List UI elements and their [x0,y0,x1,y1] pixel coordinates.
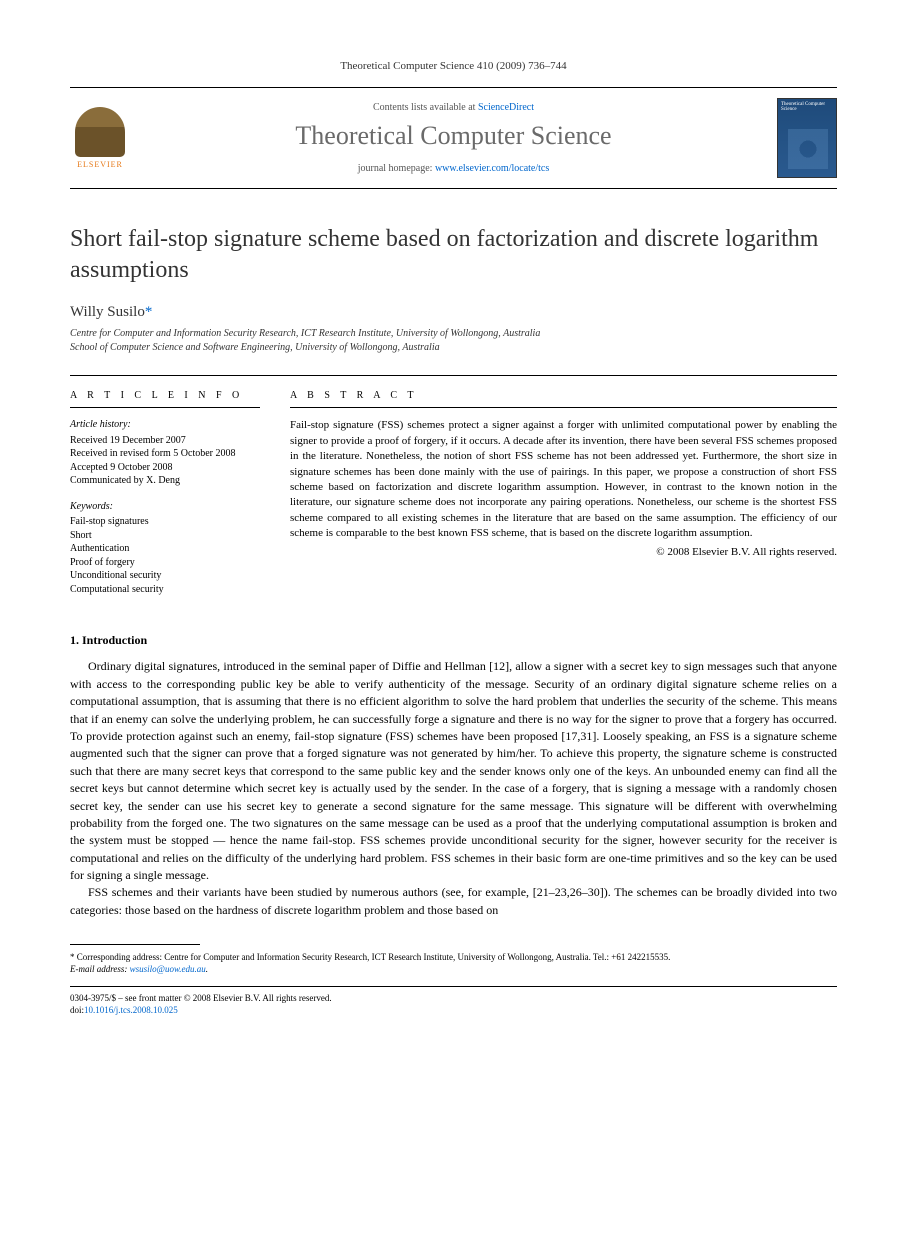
homepage-link[interactable]: www.elsevier.com/locate/tcs [435,163,549,174]
publisher-name: ELSEVIER [77,160,123,169]
keywords-label: Keywords: [70,500,260,514]
keyword: Short [70,529,260,543]
issn-copyright-line: 0304-3975/$ – see front matter © 2008 El… [70,992,837,1004]
history-line: Received in revised form 5 October 2008 [70,447,260,461]
page-footer: 0304-3975/$ – see front matter © 2008 El… [70,986,837,1016]
email-suffix: . [206,964,208,974]
elsevier-tree-icon [75,107,125,157]
footnote-separator [70,944,200,945]
email-footnote: E-mail address: wsusilo@uow.edu.au. [70,963,837,975]
abstract-heading: A B S T R A C T [290,390,837,408]
homepage-line: journal homepage: www.elsevier.com/locat… [145,163,762,174]
journal-cover-thumbnail: Theoretical Computer Science [777,98,837,178]
history-line: Accepted 9 October 2008 [70,461,260,475]
history-line: Communicated by X. Deng [70,474,260,488]
corresponding-author-marker: * [145,304,153,320]
publisher-logo: ELSEVIER [70,103,130,173]
doi-prefix: doi: [70,1005,84,1015]
affiliation-line: School of Computer Science and Software … [70,341,837,355]
article-history-label: Article history: [70,418,260,432]
article-history-block: Article history: Received 19 December 20… [70,418,260,488]
author-name: Willy Susilo [70,304,145,320]
author-email-link[interactable]: wsusilo@uow.edu.au [130,964,206,974]
section-heading-introduction: 1. Introduction [70,633,837,648]
intro-paragraph-2: FSS schemes and their variants have been… [70,884,837,919]
footnote-text: Corresponding address: Centre for Comput… [77,952,671,962]
sciencedirect-link[interactable]: ScienceDirect [478,102,534,113]
email-label: E-mail address: [70,964,127,974]
keyword: Computational security [70,583,260,597]
affiliations: Centre for Computer and Information Secu… [70,327,837,355]
page-container: Theoretical Computer Science 410 (2009) … [0,0,907,1056]
intro-paragraph-1: Ordinary digital signatures, introduced … [70,658,837,884]
abstract-copyright: © 2008 Elsevier B.V. All rights reserved… [290,546,837,558]
journal-name: Theoretical Computer Science [145,121,762,151]
cover-title-text: Theoretical Computer Science [778,99,836,115]
keyword: Unconditional security [70,569,260,583]
article-info-column: A R T I C L E I N F O Article history: R… [70,390,260,608]
corresponding-footnote: * Corresponding address: Centre for Comp… [70,951,837,963]
article-title: Short fail-stop signature scheme based o… [70,224,837,286]
author-line: Willy Susilo* [70,304,837,321]
abstract-text: Fail-stop signature (FSS) schemes protec… [290,418,837,541]
keyword: Proof of forgery [70,556,260,570]
header-citation: Theoretical Computer Science 410 (2009) … [70,60,837,72]
doi-link[interactable]: 10.1016/j.tcs.2008.10.025 [84,1005,178,1015]
article-info-heading: A R T I C L E I N F O [70,390,260,408]
history-line: Received 19 December 2007 [70,434,260,448]
keyword: Authentication [70,542,260,556]
abstract-column: A B S T R A C T Fail-stop signature (FSS… [290,390,837,608]
homepage-prefix: journal homepage: [358,163,435,174]
affiliation-line: Centre for Computer and Information Secu… [70,327,837,341]
doi-line: doi:10.1016/j.tcs.2008.10.025 [70,1004,837,1016]
keyword: Fail-stop signatures [70,515,260,529]
contents-available-line: Contents lists available at ScienceDirec… [145,102,762,113]
contents-prefix: Contents lists available at [373,102,478,113]
keywords-block: Keywords: Fail-stop signatures Short Aut… [70,500,260,597]
masthead-center: Contents lists available at ScienceDirec… [145,102,762,174]
info-abstract-row: A R T I C L E I N F O Article history: R… [70,375,837,608]
footnote-marker: * [70,952,75,962]
masthead: ELSEVIER Contents lists available at Sci… [70,87,837,189]
